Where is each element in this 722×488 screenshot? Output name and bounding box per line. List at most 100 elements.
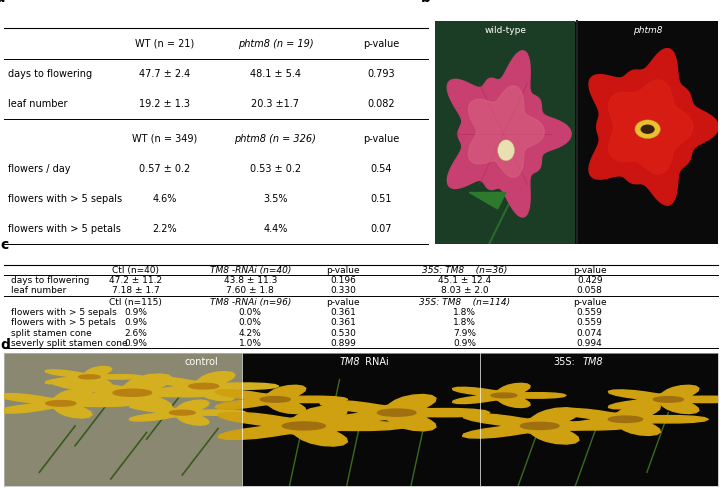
Text: 4.4%: 4.4% [264, 224, 287, 234]
Polygon shape [435, 21, 575, 244]
Ellipse shape [640, 124, 655, 134]
Text: TM8 -RNAi (n=96): TM8 -RNAi (n=96) [209, 298, 291, 307]
Polygon shape [215, 385, 348, 413]
Text: 20.3 ±1.7: 20.3 ±1.7 [251, 99, 300, 109]
Text: a: a [0, 0, 4, 5]
Text: 45.1 ± 12.4: 45.1 ± 12.4 [438, 276, 491, 285]
Text: c: c [0, 238, 8, 252]
Text: 0.9%: 0.9% [124, 339, 147, 348]
Text: d: d [0, 338, 10, 352]
Circle shape [378, 409, 416, 416]
Text: 0.074: 0.074 [577, 328, 603, 338]
Text: Ctl (n=40): Ctl (n=40) [113, 266, 160, 275]
Text: 48.1 ± 5.4: 48.1 ± 5.4 [250, 69, 301, 79]
Text: 2.2%: 2.2% [152, 224, 178, 234]
Text: WT (n = 349): WT (n = 349) [132, 134, 198, 143]
Text: 2.6%: 2.6% [124, 328, 147, 338]
Circle shape [260, 397, 290, 402]
Polygon shape [609, 385, 722, 413]
Text: 0.07: 0.07 [371, 224, 392, 234]
Text: 0.9%: 0.9% [453, 339, 476, 348]
Polygon shape [463, 407, 633, 444]
Text: control: control [184, 357, 218, 367]
Text: 0.0%: 0.0% [239, 308, 261, 317]
Polygon shape [469, 192, 506, 209]
Circle shape [521, 422, 559, 429]
Text: 0.196: 0.196 [330, 276, 356, 285]
Polygon shape [45, 366, 143, 387]
Text: 1.0%: 1.0% [239, 339, 261, 348]
Text: leaf number: leaf number [11, 286, 66, 295]
Text: flowers with > 5 petals: flowers with > 5 petals [8, 224, 121, 234]
Polygon shape [557, 403, 708, 435]
Polygon shape [578, 21, 718, 244]
Text: severly split stamen cone: severly split stamen cone [11, 339, 127, 348]
Text: flowers with > 5 petals: flowers with > 5 petals [11, 318, 116, 327]
Text: 0.0%: 0.0% [239, 318, 261, 327]
Text: p-value: p-value [573, 266, 606, 275]
Text: TM8: TM8 [583, 357, 603, 367]
Text: wild-type: wild-type [485, 26, 527, 35]
Polygon shape [4, 353, 242, 486]
Text: 7.9%: 7.9% [453, 328, 476, 338]
Circle shape [282, 422, 325, 430]
Text: 7.60 ± 1.8: 7.60 ± 1.8 [226, 286, 274, 295]
Text: 0.361: 0.361 [330, 308, 356, 317]
Text: TM8: TM8 [339, 357, 360, 367]
Text: TM8 -RNAi (n=40): TM8 -RNAi (n=40) [209, 266, 291, 275]
Text: b: b [421, 0, 431, 5]
Text: leaf number: leaf number [8, 99, 67, 109]
Text: 47.2 ± 11.2: 47.2 ± 11.2 [109, 276, 162, 285]
Polygon shape [453, 383, 566, 407]
Text: 7.18 ± 1.7: 7.18 ± 1.7 [112, 286, 160, 295]
Ellipse shape [635, 120, 661, 139]
Text: 35S: TM8    (n=114): 35S: TM8 (n=114) [419, 298, 510, 307]
Text: phtm8 (n = 326): phtm8 (n = 326) [235, 134, 316, 143]
Text: 47.7 ± 2.4: 47.7 ± 2.4 [139, 69, 191, 79]
Text: 0.793: 0.793 [367, 69, 396, 79]
Text: 43.8 ± 11.3: 43.8 ± 11.3 [224, 276, 277, 285]
Text: 0.994: 0.994 [577, 339, 603, 348]
Text: 8.03 ± 2.0: 8.03 ± 2.0 [441, 286, 489, 295]
Ellipse shape [497, 140, 515, 161]
Text: 35S: TM8    (n=36): 35S: TM8 (n=36) [422, 266, 508, 275]
Circle shape [113, 389, 152, 396]
FancyBboxPatch shape [435, 21, 718, 244]
Text: 0.330: 0.330 [330, 286, 356, 295]
Text: 35S:: 35S: [554, 357, 575, 367]
Text: 4.2%: 4.2% [239, 328, 261, 338]
Polygon shape [447, 51, 571, 217]
Text: 0.51: 0.51 [371, 194, 392, 204]
Text: 4.6%: 4.6% [153, 194, 177, 204]
Text: 0.53 ± 0.2: 0.53 ± 0.2 [250, 163, 301, 174]
Text: 19.2 ± 1.3: 19.2 ± 1.3 [139, 99, 191, 109]
Text: flowers with > 5 sepals: flowers with > 5 sepals [11, 308, 116, 317]
Circle shape [188, 384, 219, 389]
Circle shape [79, 375, 100, 379]
Text: 1.8%: 1.8% [453, 308, 476, 317]
Polygon shape [480, 353, 718, 486]
Polygon shape [142, 371, 279, 401]
Text: 1.8%: 1.8% [453, 318, 476, 327]
Text: 0.899: 0.899 [330, 339, 356, 348]
Text: 0.530: 0.530 [330, 328, 356, 338]
Polygon shape [589, 48, 718, 205]
Text: phtm8 (n = 19): phtm8 (n = 19) [238, 39, 313, 49]
Text: p-value: p-value [326, 298, 360, 307]
Polygon shape [0, 389, 136, 418]
Polygon shape [129, 400, 247, 425]
Circle shape [170, 410, 195, 415]
Text: p-value: p-value [363, 134, 400, 143]
Text: days to flowering: days to flowering [8, 69, 92, 79]
Text: flowers with > 5 sepals: flowers with > 5 sepals [8, 194, 122, 204]
Text: WT (n = 21): WT (n = 21) [135, 39, 195, 49]
Polygon shape [609, 80, 693, 174]
Text: split stamen cone: split stamen cone [11, 328, 92, 338]
Text: 0.559: 0.559 [577, 318, 603, 327]
Text: 0.54: 0.54 [371, 163, 392, 174]
Text: RNAi: RNAi [362, 357, 389, 367]
Circle shape [653, 397, 683, 402]
Text: Ctl (n=115): Ctl (n=115) [110, 298, 162, 307]
Text: 0.559: 0.559 [577, 308, 603, 317]
Text: p-value: p-value [326, 266, 360, 275]
